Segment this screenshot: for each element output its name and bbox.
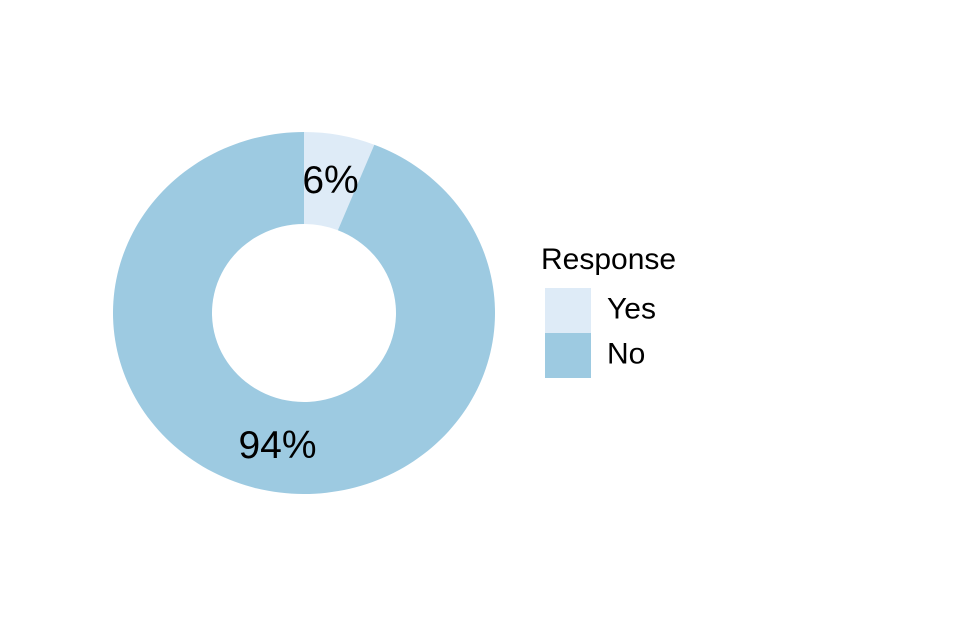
donut-slices — [113, 132, 495, 494]
donut-slice-yes — [304, 132, 375, 231]
legend: Response Yes No — [541, 243, 741, 378]
legend-label-no: No — [607, 337, 646, 371]
legend-label-yes: Yes — [607, 292, 656, 326]
legend-item-no: No — [541, 333, 741, 378]
slice-label-no: 94% — [238, 424, 316, 467]
donut-slice-no — [113, 132, 495, 494]
legend-swatch-no — [545, 333, 591, 378]
legend-swatch-yes — [545, 288, 591, 333]
legend-item-yes: Yes — [541, 288, 741, 333]
donut-slice-labels: 6% 94% — [238, 159, 358, 467]
legend-title: Response — [541, 243, 677, 276]
slice-label-yes: 6% — [302, 159, 358, 202]
